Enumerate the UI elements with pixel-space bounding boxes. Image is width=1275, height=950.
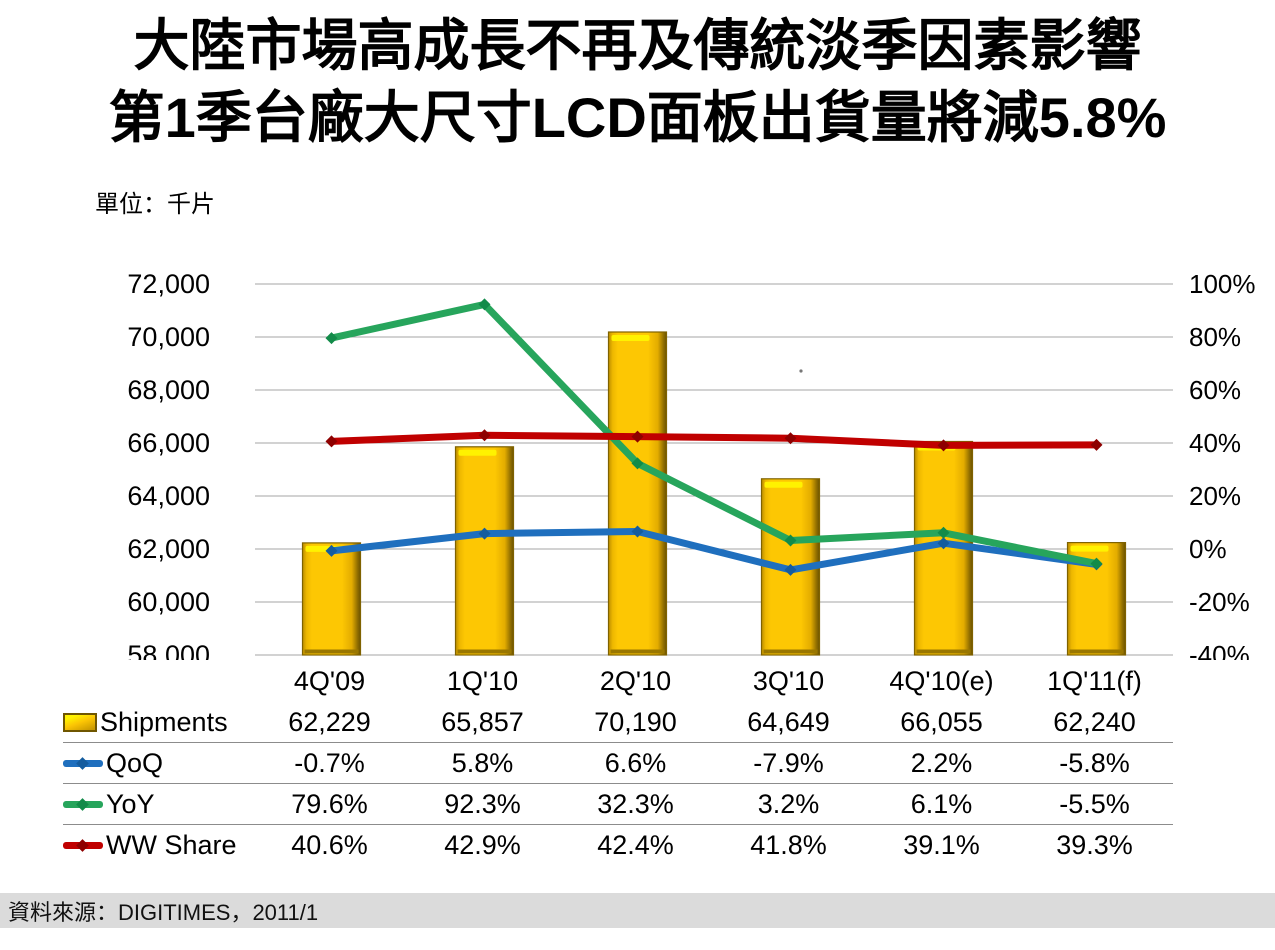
- table-value: 65,857: [441, 706, 524, 737]
- ww-share-marker: [1090, 438, 1103, 451]
- row-label: YoY: [106, 788, 155, 819]
- table-value: 5.8%: [451, 747, 514, 778]
- ww-share-marker: [937, 439, 950, 452]
- table-value: 64,649: [747, 706, 830, 737]
- ww-share-marker: [784, 432, 797, 445]
- left-axis-tick-label: 64,000: [127, 481, 210, 511]
- right-axis-tick-label: 100%: [1189, 269, 1256, 299]
- left-axis-tick-label: 62,000: [127, 534, 210, 564]
- left-axis-tick-label: 60,000: [127, 587, 210, 617]
- table-value: 79.6%: [291, 788, 368, 819]
- row-label: Shipments: [100, 706, 228, 737]
- right-axis-tick-label: 60%: [1189, 375, 1241, 405]
- table-value: 62,240: [1053, 706, 1136, 737]
- category-label: 2Q'10: [599, 665, 672, 696]
- right-axis-tick-label: 40%: [1189, 428, 1241, 458]
- qoq-marker: [784, 563, 797, 576]
- table-row-ww-share: WW Share 40.6% 42.9% 42.4% 41.8% 39.1% 39.3%: [63, 824, 1173, 865]
- table-value: 41.8%: [750, 829, 827, 860]
- title-line-2: 第1季台廠大尺寸LCD面板出貨量將減5.8%: [108, 86, 1167, 149]
- page-title: 大陸市場高成長不再及傳統淡季因素影響 第1季台廠大尺寸LCD面板出貨量將減5.8…: [0, 10, 1275, 154]
- category-label: 1Q'11(f): [1047, 665, 1142, 696]
- table-row-yoy: YoY 79.6% 92.3% 32.3% 3.2% 6.1% -5.5%: [63, 783, 1173, 824]
- qoq-line-swatch-icon: [63, 756, 103, 770]
- legend-cell: Shipments: [63, 707, 253, 738]
- category-label: 3Q'10: [752, 665, 825, 696]
- table-value: 3.2%: [757, 788, 820, 819]
- table-row-qoq: QoQ -0.7% 5.8% 6.6% -7.9% 2.2% -5.8%: [63, 742, 1173, 783]
- chart-canvas: 58,000 -40% 60,000 -20% 62,000 0% 64,000 20% 66,…: [127, 269, 1256, 660]
- left-axis-tick-label: 72,000: [127, 269, 210, 299]
- shipments-bar: [607, 331, 668, 656]
- qoq-marker-icon: [76, 756, 89, 770]
- left-axis-tick-label: 66,000: [127, 428, 210, 458]
- table-value: -7.9%: [753, 747, 824, 778]
- table-value: 42.9%: [444, 829, 521, 860]
- left-axis-tick-label: 58,000: [127, 640, 210, 660]
- right-axis-tick-label: -40%: [1189, 640, 1250, 660]
- qoq-line: [328, 528, 1100, 574]
- stray-dot-artifact: [799, 369, 803, 373]
- qoq-marker: [478, 527, 491, 540]
- yoy-marker-icon: [76, 797, 89, 811]
- table-value: 39.1%: [903, 829, 980, 860]
- table-value: 39.3%: [1056, 829, 1133, 860]
- shipments-bar: [454, 446, 515, 656]
- yoy-marker: [478, 298, 491, 311]
- ww-share-line: [328, 431, 1100, 449]
- category-label: 4Q'09: [293, 665, 366, 696]
- table-value: 66,055: [900, 706, 983, 737]
- qoq-marker: [937, 537, 950, 550]
- source-bar: 資料來源：DIGITIMES，2011/1: [0, 893, 1275, 928]
- unit-label: 單位：千片: [95, 191, 215, 218]
- right-axis-tick-label: 0%: [1189, 534, 1227, 564]
- category-label: 4Q'10(e): [889, 665, 994, 696]
- yoy-marker: [784, 534, 797, 547]
- legend-cell: WW Share: [63, 830, 253, 861]
- yoy-marker: [631, 457, 644, 470]
- shipments-bar-swatch-icon: [63, 712, 97, 732]
- table-value: -5.8%: [1059, 747, 1130, 778]
- category-label: 1Q'10: [446, 665, 519, 696]
- table-value: 6.1%: [910, 788, 973, 819]
- table-value: -0.7%: [294, 747, 365, 778]
- legend-cell: YoY: [63, 789, 253, 820]
- row-label: QoQ: [106, 747, 164, 778]
- title-line-1: 大陸市場高成長不再及傳統淡季因素影響: [133, 14, 1142, 77]
- ww-share-marker: [631, 430, 644, 443]
- source-note: 資料來源：DIGITIMES，2011/1: [8, 899, 319, 925]
- table-value: 40.6%: [291, 829, 368, 860]
- yoy-line-swatch-icon: [63, 797, 103, 811]
- left-axis-tick-label: 70,000: [127, 322, 210, 352]
- right-axis-tick-label: 20%: [1189, 481, 1241, 511]
- yoy-marker: [325, 332, 338, 345]
- qoq-marker: [631, 525, 644, 538]
- table-value: 42.4%: [597, 829, 674, 860]
- table-row-shipments: Shipments 62,229 65,857 70,190 64,649 66,055 6…: [63, 702, 1173, 742]
- yoy-line: [328, 300, 1100, 568]
- table-value: 32.3%: [597, 788, 674, 819]
- shipments-bar: [301, 542, 362, 656]
- qoq-marker: [325, 544, 338, 557]
- right-axis-tick-label: -20%: [1189, 587, 1250, 617]
- ww-share-line-swatch-icon: [63, 838, 103, 852]
- legend-cell: QoQ: [63, 748, 253, 779]
- table-value: 6.6%: [604, 747, 667, 778]
- yoy-marker: [1090, 557, 1103, 570]
- table-value: 62,229: [288, 706, 371, 737]
- data-table: 4Q'09 1Q'10 2Q'10 3Q'10 4Q'10(e) 1Q'11(f) Ship…: [63, 660, 1173, 865]
- right-axis-tick-label: 80%: [1189, 322, 1241, 352]
- category-row: 4Q'09 1Q'10 2Q'10 3Q'10 4Q'10(e) 1Q'11(f): [63, 660, 1173, 702]
- table-value: 70,190: [594, 706, 677, 737]
- table-value: -5.5%: [1059, 788, 1130, 819]
- ww-share-marker: [478, 429, 491, 442]
- table-value: 2.2%: [910, 747, 973, 778]
- ww-share-marker-icon: [76, 838, 89, 852]
- row-label: WW Share: [106, 829, 237, 860]
- yoy-marker: [937, 526, 950, 539]
- left-axis-tick-label: 68,000: [127, 375, 210, 405]
- ww-share-marker: [325, 435, 338, 448]
- table-value: 92.3%: [444, 788, 521, 819]
